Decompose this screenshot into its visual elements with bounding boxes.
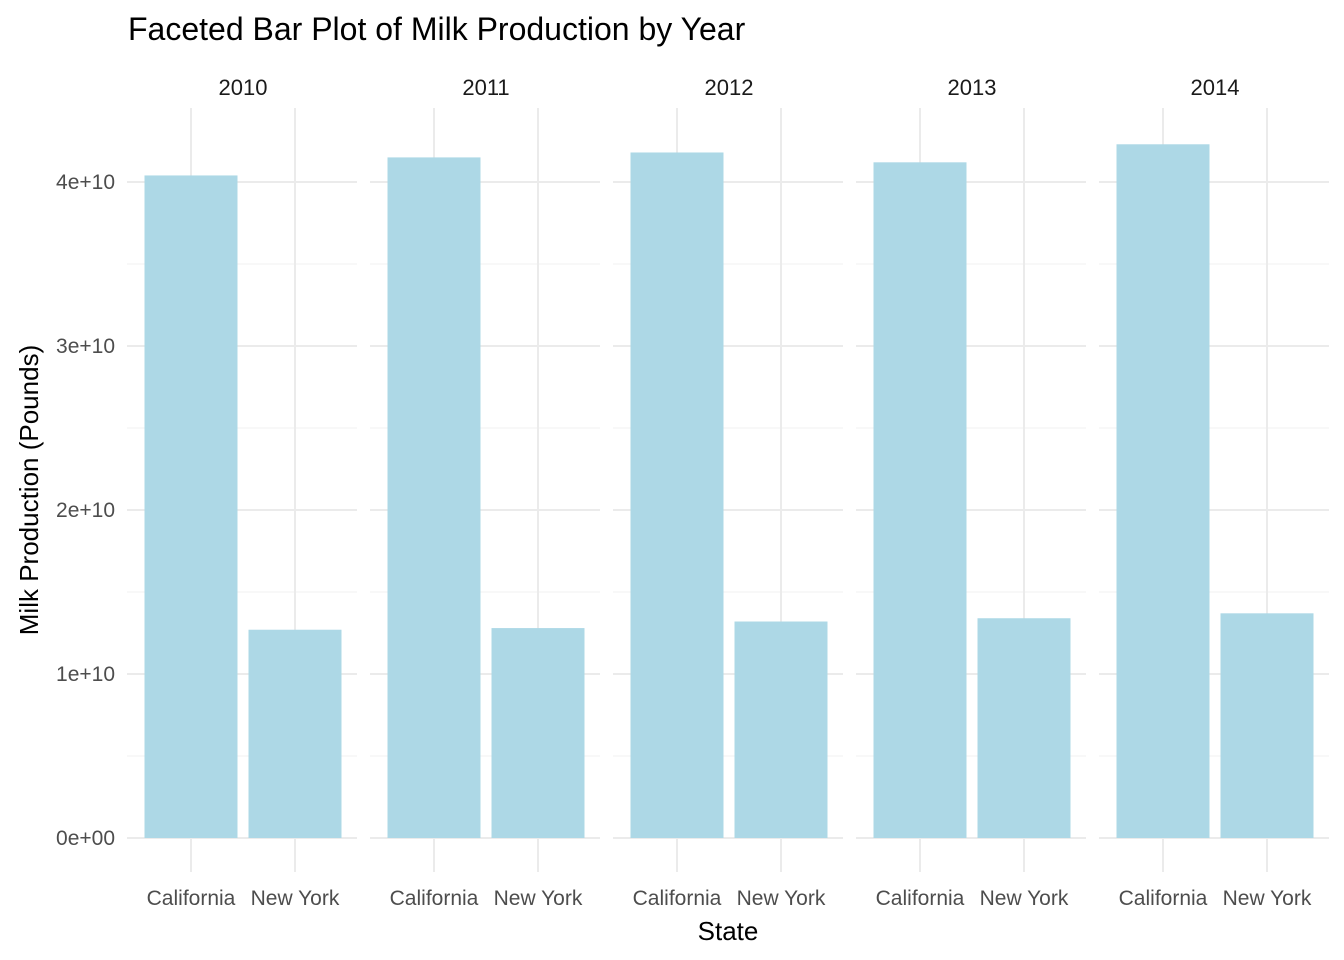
x-tick-label: New York — [1223, 887, 1312, 910]
facet-label: 2014 — [1191, 75, 1240, 100]
bar-2012-new-york[interactable] — [734, 621, 828, 838]
x-tick-label: New York — [980, 887, 1069, 910]
facet-panel-2010: 2010 California New York — [127, 75, 357, 910]
x-tick-label: New York — [737, 887, 826, 910]
bar-2013-california[interactable] — [873, 162, 967, 838]
x-tick-label: California — [390, 887, 479, 910]
bar-2014-california[interactable] — [1116, 144, 1210, 838]
x-tick-label: New York — [251, 887, 340, 910]
bar-2011-california[interactable] — [387, 157, 481, 838]
facet-label: 2012 — [705, 75, 754, 100]
bar-2014-new-york[interactable] — [1220, 613, 1314, 838]
facet-panels: 2010 California New York 2011 California New … — [127, 75, 1329, 910]
chart-title: Faceted Bar Plot of Milk Production by Y… — [128, 11, 746, 47]
bar-2013-new-york[interactable] — [977, 618, 1071, 838]
facet-panel-2011: 2011 California New York — [370, 75, 600, 910]
facet-label: 2013 — [948, 75, 997, 100]
x-tick-label: New York — [494, 887, 583, 910]
y-axis-title: Milk Production (Pounds) — [14, 345, 44, 635]
y-axis: 0e+00 1e+10 2e+10 3e+10 4e+10 — [56, 171, 115, 850]
facet-label: 2010 — [219, 75, 268, 100]
x-tick-label: California — [1119, 887, 1208, 910]
x-tick-label: California — [147, 887, 236, 910]
facet-panel-2013: 2013 California New York — [856, 75, 1086, 910]
y-tick-label: 1e+10 — [56, 663, 115, 686]
bar-2010-california[interactable] — [144, 175, 238, 838]
facet-panel-2014: 2014 California New York — [1099, 75, 1329, 910]
bar-2012-california[interactable] — [630, 152, 724, 839]
y-tick-label: 4e+10 — [56, 171, 115, 194]
bar-2011-new-york[interactable] — [491, 628, 585, 838]
y-tick-label: 3e+10 — [56, 335, 115, 358]
facet-label: 2011 — [462, 75, 509, 100]
x-tick-label: California — [876, 887, 965, 910]
x-tick-label: California — [633, 887, 722, 910]
y-tick-label: 0e+00 — [56, 827, 115, 850]
y-tick-label: 2e+10 — [56, 499, 115, 522]
x-axis-title: State — [698, 916, 759, 946]
bar-2010-new-york[interactable] — [248, 629, 342, 838]
facet-panel-2012: 2012 California New York — [613, 75, 843, 910]
